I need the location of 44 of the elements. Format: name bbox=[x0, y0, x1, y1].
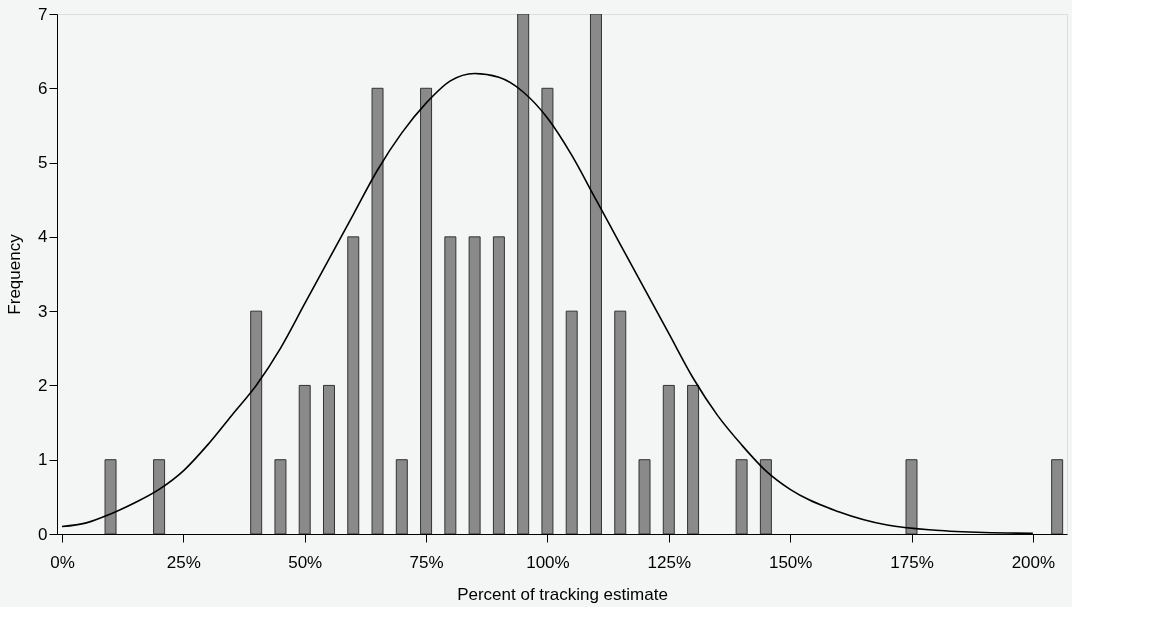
x-tick-label: 150% bbox=[768, 552, 813, 572]
bar bbox=[687, 384, 700, 534]
y-tick-label: 0 bbox=[38, 524, 48, 544]
x-tick-label: 200% bbox=[1011, 552, 1056, 572]
bar bbox=[735, 459, 748, 534]
bar bbox=[274, 459, 287, 534]
y-tick-label: 4 bbox=[38, 227, 48, 247]
bar bbox=[492, 236, 505, 534]
bar bbox=[298, 384, 311, 534]
bar bbox=[662, 384, 675, 534]
y-tick-label: 5 bbox=[38, 153, 48, 173]
bar bbox=[468, 236, 481, 534]
bar bbox=[517, 14, 530, 534]
x-tick-label: 50% bbox=[288, 552, 323, 572]
bar bbox=[638, 459, 651, 534]
bar bbox=[153, 459, 166, 534]
x-tick-label: 125% bbox=[647, 552, 692, 572]
bar bbox=[420, 87, 433, 534]
bar bbox=[1051, 459, 1064, 534]
bar bbox=[541, 87, 554, 534]
bar bbox=[905, 459, 918, 534]
bar bbox=[104, 459, 117, 534]
y-axis-title: Frequency bbox=[5, 233, 25, 315]
bar bbox=[250, 310, 263, 534]
y-tick-label: 1 bbox=[38, 450, 48, 470]
bar bbox=[371, 87, 384, 534]
y-tick-label: 3 bbox=[38, 301, 48, 321]
x-tick-label: 0% bbox=[50, 552, 75, 572]
bar bbox=[444, 236, 457, 534]
bar bbox=[614, 310, 627, 534]
x-axis-title: Percent of tracking estimate bbox=[457, 584, 668, 604]
x-tick-label: 175% bbox=[890, 552, 934, 572]
y-tick-label: 6 bbox=[38, 78, 48, 98]
bar bbox=[759, 459, 772, 534]
bar bbox=[589, 14, 602, 534]
bar bbox=[347, 236, 360, 534]
x-tick-label: 100% bbox=[526, 552, 570, 572]
bar bbox=[565, 310, 578, 534]
x-tick-label: 25% bbox=[166, 552, 201, 572]
bar bbox=[395, 459, 408, 534]
y-tick-label: 7 bbox=[38, 4, 48, 24]
bar bbox=[322, 384, 335, 534]
y-tick-label: 2 bbox=[38, 375, 48, 395]
x-tick-label: 75% bbox=[409, 552, 444, 572]
